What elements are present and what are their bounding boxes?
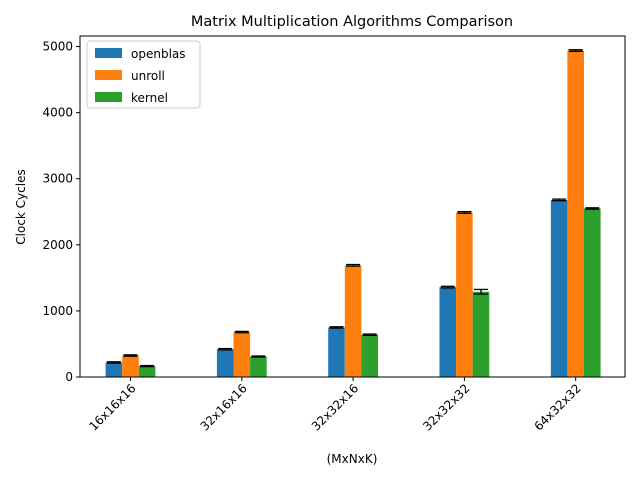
axes-frame — [79, 35, 626, 378]
x-tick-label: 32x32x32 — [420, 381, 472, 433]
bar-openblas-32x32x32 — [439, 287, 457, 377]
bar-kernel-16x16x16 — [138, 366, 156, 377]
legend-swatch-kernel — [95, 92, 122, 102]
bar-openblas-16x16x16 — [105, 362, 123, 377]
legend-label-unroll: unroll — [131, 69, 165, 83]
bar-unroll-32x32x32 — [456, 212, 473, 377]
y-tick-label: 2000 — [42, 238, 73, 252]
legend-swatch-unroll — [95, 70, 122, 80]
legend-label-openblas: openblas — [131, 47, 186, 61]
bar-unroll-16x16x16 — [122, 355, 139, 377]
bar-unroll-32x32x16 — [344, 265, 362, 377]
plot-area — [105, 49, 601, 378]
bar-kernel-64x32x32 — [584, 208, 601, 377]
bar-openblas-32x32x16 — [328, 327, 345, 377]
x-axis-label: (MxNxK) — [327, 452, 378, 466]
y-tick-label: 1000 — [42, 304, 73, 318]
bar-kernel-32x16x16 — [250, 356, 267, 377]
chart-title: Matrix Multiplication Algorithms Compari… — [191, 14, 513, 30]
bar-unroll-32x16x16 — [233, 332, 251, 377]
y-tick-label: 4000 — [42, 106, 73, 120]
legend-label-kernel: kernel — [131, 91, 168, 105]
y-tick-label: 0 — [65, 370, 73, 384]
x-tick-label: 16x16x16 — [86, 381, 138, 433]
y-axis-label: Clock Cycles — [14, 169, 28, 244]
bar-openblas-64x32x32 — [550, 199, 568, 377]
legend: openblas unroll kernel — [86, 40, 201, 109]
x-tick-label: 32x16x16 — [198, 381, 250, 433]
bar-kernel-32x32x16 — [361, 334, 378, 377]
y-tick-label: 5000 — [42, 40, 73, 54]
x-tick-label: 32x32x16 — [309, 381, 361, 433]
bar-openblas-32x16x16 — [216, 349, 234, 377]
y-tick-label: 3000 — [42, 172, 73, 186]
legend-swatch-openblas — [95, 48, 122, 58]
bar-unroll-64x32x32 — [567, 50, 584, 378]
bar-kernel-32x32x32 — [472, 291, 490, 377]
x-tick-label: 64x32x32 — [531, 381, 583, 433]
